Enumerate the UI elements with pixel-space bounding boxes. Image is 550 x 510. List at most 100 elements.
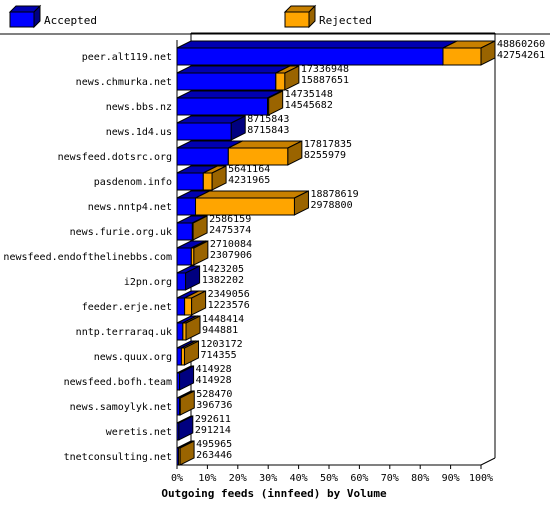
value-label-total: 18878619	[310, 189, 358, 200]
bar-accepted	[176, 347, 182, 366]
bar-rejected-side	[211, 165, 227, 191]
category-label: weretis.net	[106, 427, 172, 438]
bar-rejected	[184, 297, 193, 316]
value-label-total: 8715843	[247, 114, 289, 125]
bar-rejected-side	[480, 40, 496, 66]
value-label-total: 1203172	[200, 339, 242, 350]
category-label: news.bbs.nz	[106, 102, 172, 113]
category-label: newsfeed.endofthelinebbs.com	[3, 252, 172, 263]
category-label: newsfeed.bofh.team	[64, 377, 172, 388]
x-tick-label: 30%	[259, 473, 277, 484]
bar-accepted	[176, 97, 269, 116]
bar-accepted	[176, 247, 192, 266]
bar-accepted-top	[176, 40, 458, 49]
value-label-total: 1423205	[202, 264, 244, 275]
x-tick-label: 0%	[171, 473, 183, 484]
legend-swatch-accepted	[9, 11, 35, 28]
value-label-total: 5641164	[228, 164, 270, 175]
category-label: news.quux.org	[94, 352, 172, 363]
value-label-accepted: 4231965	[228, 175, 270, 186]
category-label: news.nntp4.net	[88, 202, 172, 213]
x-tick-label: 60%	[350, 473, 368, 484]
bar-accepted	[176, 47, 444, 66]
category-labels: peer.alt119.net news.chmurka.net news.bbs.…	[3, 52, 172, 463]
x-tick-labels: 0% 10% 20% 30% 40% 50% 60% 70% 80% 90% 100%	[171, 473, 493, 484]
legend-item-accepted: Accepted	[8, 4, 97, 29]
value-label-total: 528470	[196, 389, 232, 400]
bar-accepted	[176, 297, 186, 316]
bar-accepted	[176, 197, 197, 216]
value-label-accepted: 2475374	[209, 225, 251, 236]
value-label-total: 17336948	[301, 64, 349, 75]
x-tick-label: 80%	[411, 473, 429, 484]
value-label-total: 48860260	[497, 39, 545, 50]
legend-swatch-rejected	[284, 11, 310, 28]
bar-accepted-side	[179, 365, 195, 391]
bar-accepted-side	[230, 115, 246, 141]
value-label-accepted: 396736	[196, 400, 232, 411]
bar-rejected-side	[284, 65, 300, 91]
value-label-total: 292611	[195, 414, 231, 425]
bar-rejected	[275, 72, 286, 91]
chart-title: Outgoing feeds (innfeed) by Volume	[161, 487, 387, 500]
bar-accepted	[176, 72, 277, 91]
category-label: nntp.terraraq.uk	[76, 327, 172, 338]
value-label-accepted: 291214	[195, 425, 231, 436]
value-label-accepted: 14545682	[285, 100, 333, 111]
bar-rejected	[442, 47, 482, 66]
bar-rejected-side	[185, 315, 201, 341]
value-label-accepted: 1223576	[208, 300, 250, 311]
legend-swatch-rejected-side	[308, 4, 316, 29]
value-label-total: 2586159	[209, 214, 251, 225]
value-label-accepted: 2978800	[310, 200, 352, 211]
value-label-accepted: 944881	[202, 325, 238, 336]
bar-rejected-side	[268, 90, 284, 116]
value-label-accepted: 15887651	[301, 75, 349, 86]
bar-rejected-top	[195, 190, 309, 199]
value-label-accepted: 8715843	[247, 125, 289, 136]
value-label-accepted: 42754261	[497, 50, 545, 61]
value-label-accepted: 8255979	[304, 150, 346, 161]
bars	[176, 40, 496, 466]
category-label: news.1d4.us	[106, 127, 172, 138]
bar-rejected	[202, 172, 213, 191]
bar-rejected	[227, 147, 289, 166]
x-tick-label: 50%	[320, 473, 338, 484]
bar-rejected-side	[293, 190, 309, 216]
bar-rejected-side	[183, 340, 199, 366]
bar-accepted	[176, 122, 232, 141]
bar-accepted	[176, 272, 187, 291]
value-label-total: 1448414	[202, 314, 244, 325]
category-label: i2pn.org	[124, 277, 172, 288]
bar-accepted	[176, 322, 184, 341]
bar-accepted-top	[176, 65, 291, 74]
x-tick-label: 100%	[469, 473, 493, 484]
bar-rejected-side	[191, 290, 207, 316]
x-tick-label: 70%	[381, 473, 399, 484]
category-label: news.samoylyk.net	[70, 402, 172, 413]
value-label-accepted: 1382202	[202, 275, 244, 286]
bar-rejected	[195, 197, 295, 216]
bar-accepted	[176, 172, 204, 191]
value-label-accepted: 414928	[196, 375, 232, 386]
x-tick-label: 40%	[290, 473, 308, 484]
category-label: news.chmurka.net	[76, 77, 172, 88]
legend-label-rejected: Rejected	[319, 14, 372, 27]
bar-accepted	[176, 147, 229, 166]
category-label: tnetconsulting.net	[64, 452, 172, 463]
legend-label-accepted: Accepted	[44, 14, 97, 27]
bar-rejected-side	[179, 390, 195, 416]
value-label-accepted: 2307906	[210, 250, 252, 261]
legend: Accepted Rejected	[8, 4, 372, 29]
category-label: pasdenom.info	[94, 177, 172, 188]
value-label-accepted: 714355	[200, 350, 236, 361]
value-label-total: 2710084	[210, 239, 252, 250]
category-label: feeder.erje.net	[82, 302, 172, 313]
value-label-total: 17817835	[304, 139, 352, 150]
bar-rejected-side	[192, 215, 208, 241]
category-label: news.furie.org.uk	[70, 227, 172, 238]
legend-item-rejected: Rejected	[283, 4, 372, 29]
